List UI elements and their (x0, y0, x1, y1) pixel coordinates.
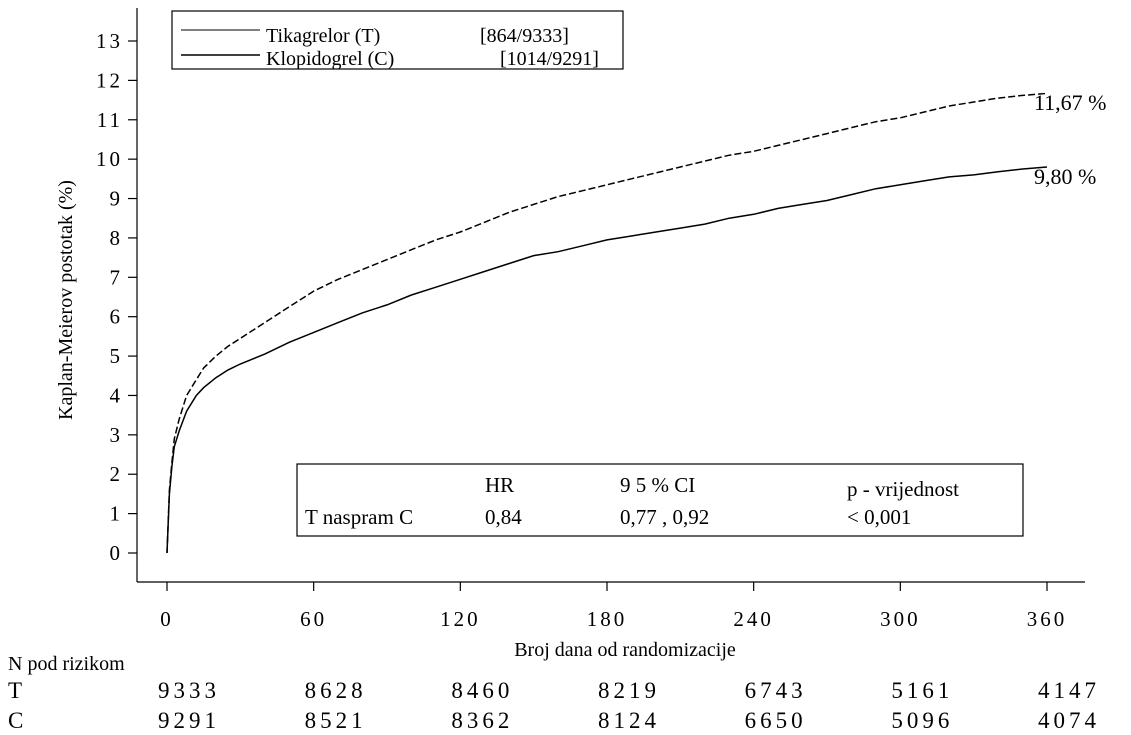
x-tick-label: 360 (1027, 607, 1068, 631)
legend-count-tikagrelor: [864/9333] (480, 25, 569, 47)
risk-value-t: 9333 (158, 678, 220, 703)
risk-row-label-c: C (8, 708, 23, 733)
y-tick-label: 0 (110, 541, 124, 565)
y-tick-label: 9 (110, 187, 124, 211)
legend-label-klopidogrel: Klopidogrel (C) (266, 48, 394, 70)
y-tick-label: 1 (110, 502, 124, 526)
risk-value-c: 8362 (451, 708, 513, 733)
risk-value-c: 8521 (305, 708, 367, 733)
risk-value-t: 8219 (598, 678, 660, 703)
risk-value-c: 5096 (891, 708, 953, 733)
risk-value-t: 8460 (451, 678, 513, 703)
stats-row-label: T naspram C (305, 505, 413, 529)
legend-box (171, 10, 624, 70)
survival-curves (166, 92, 1048, 554)
stats-row-p: < 0,001 (847, 505, 911, 529)
y-tick-label: 2 (110, 462, 124, 486)
curve-klopidogrel (166, 92, 1048, 554)
y-tick-label: 8 (110, 226, 124, 250)
hazard-ratio-table: HR 9 5 % CI p - vrijednost T naspram C 0… (296, 463, 1024, 537)
risk-row-label-t: T (8, 678, 22, 703)
y-tick-label: 13 (96, 29, 123, 53)
risk-value-c: 4074 (1038, 708, 1100, 733)
risk-value-t: 4147 (1038, 678, 1100, 703)
x-tick-label: 120 (440, 607, 481, 631)
risk-table: N pod rizikom T C 9333 8628 8460 8219 6743 51… (8, 653, 1100, 733)
y-tick-label: 4 (110, 383, 124, 407)
y-tick-label: 5 (110, 344, 124, 368)
x-tick-label: 0 (160, 607, 174, 631)
risk-value-c: 6650 (745, 708, 807, 733)
x-axis-ticks: 0 60 120 180 240 300 360 (160, 582, 1068, 631)
x-tick-label: 300 (880, 607, 921, 631)
risk-value-t: 5161 (891, 678, 953, 703)
stats-header-ci: 9 5 % CI (620, 473, 695, 497)
risk-values: 9333 8628 8460 8219 6743 5161 4147 9291 8521 8362… (158, 678, 1100, 733)
x-tick-label: 180 (587, 607, 628, 631)
legend-count-klopidogrel: [1014/9291] (500, 48, 599, 70)
risk-value-c: 8124 (598, 708, 660, 733)
x-tick-label: 60 (300, 607, 327, 631)
x-tick-label: 240 (733, 607, 774, 631)
risk-value-t: 8628 (305, 678, 367, 703)
y-tick-label: 6 (110, 305, 124, 329)
y-tick-label: 10 (96, 147, 123, 171)
y-tick-label: 12 (96, 68, 123, 92)
stats-row-hr: 0,84 (485, 505, 522, 529)
end-label-klopidogrel: 11,67 % (1034, 90, 1107, 115)
stats-header-p: p - vrijednost (847, 477, 959, 501)
risk-table-title: N pod rizikom (8, 653, 125, 675)
curve-tikagrelor (166, 166, 1048, 554)
legend-label-tikagrelor: Tikagrelor (T) (266, 25, 380, 47)
end-label-tikagrelor: 9,80 % (1034, 164, 1096, 189)
x-axis-title: Broj dana od randomizacije (514, 639, 736, 661)
y-tick-label: 7 (110, 265, 124, 289)
hazard-ratio-box (296, 463, 1024, 537)
y-tick-label: 11 (97, 108, 123, 132)
risk-value-c: 9291 (158, 708, 220, 733)
y-axis-title: Kaplan-Meierov postotak (%) (55, 180, 77, 420)
stats-row-ci: 0,77 , 0,92 (620, 505, 709, 529)
risk-value-t: 6743 (745, 678, 807, 703)
y-tick-label: 3 (110, 423, 124, 447)
legend: Tikagrelor (T) [864/9333] Klopidogrel (C… (171, 10, 624, 70)
stats-header-hr: HR (485, 473, 514, 497)
